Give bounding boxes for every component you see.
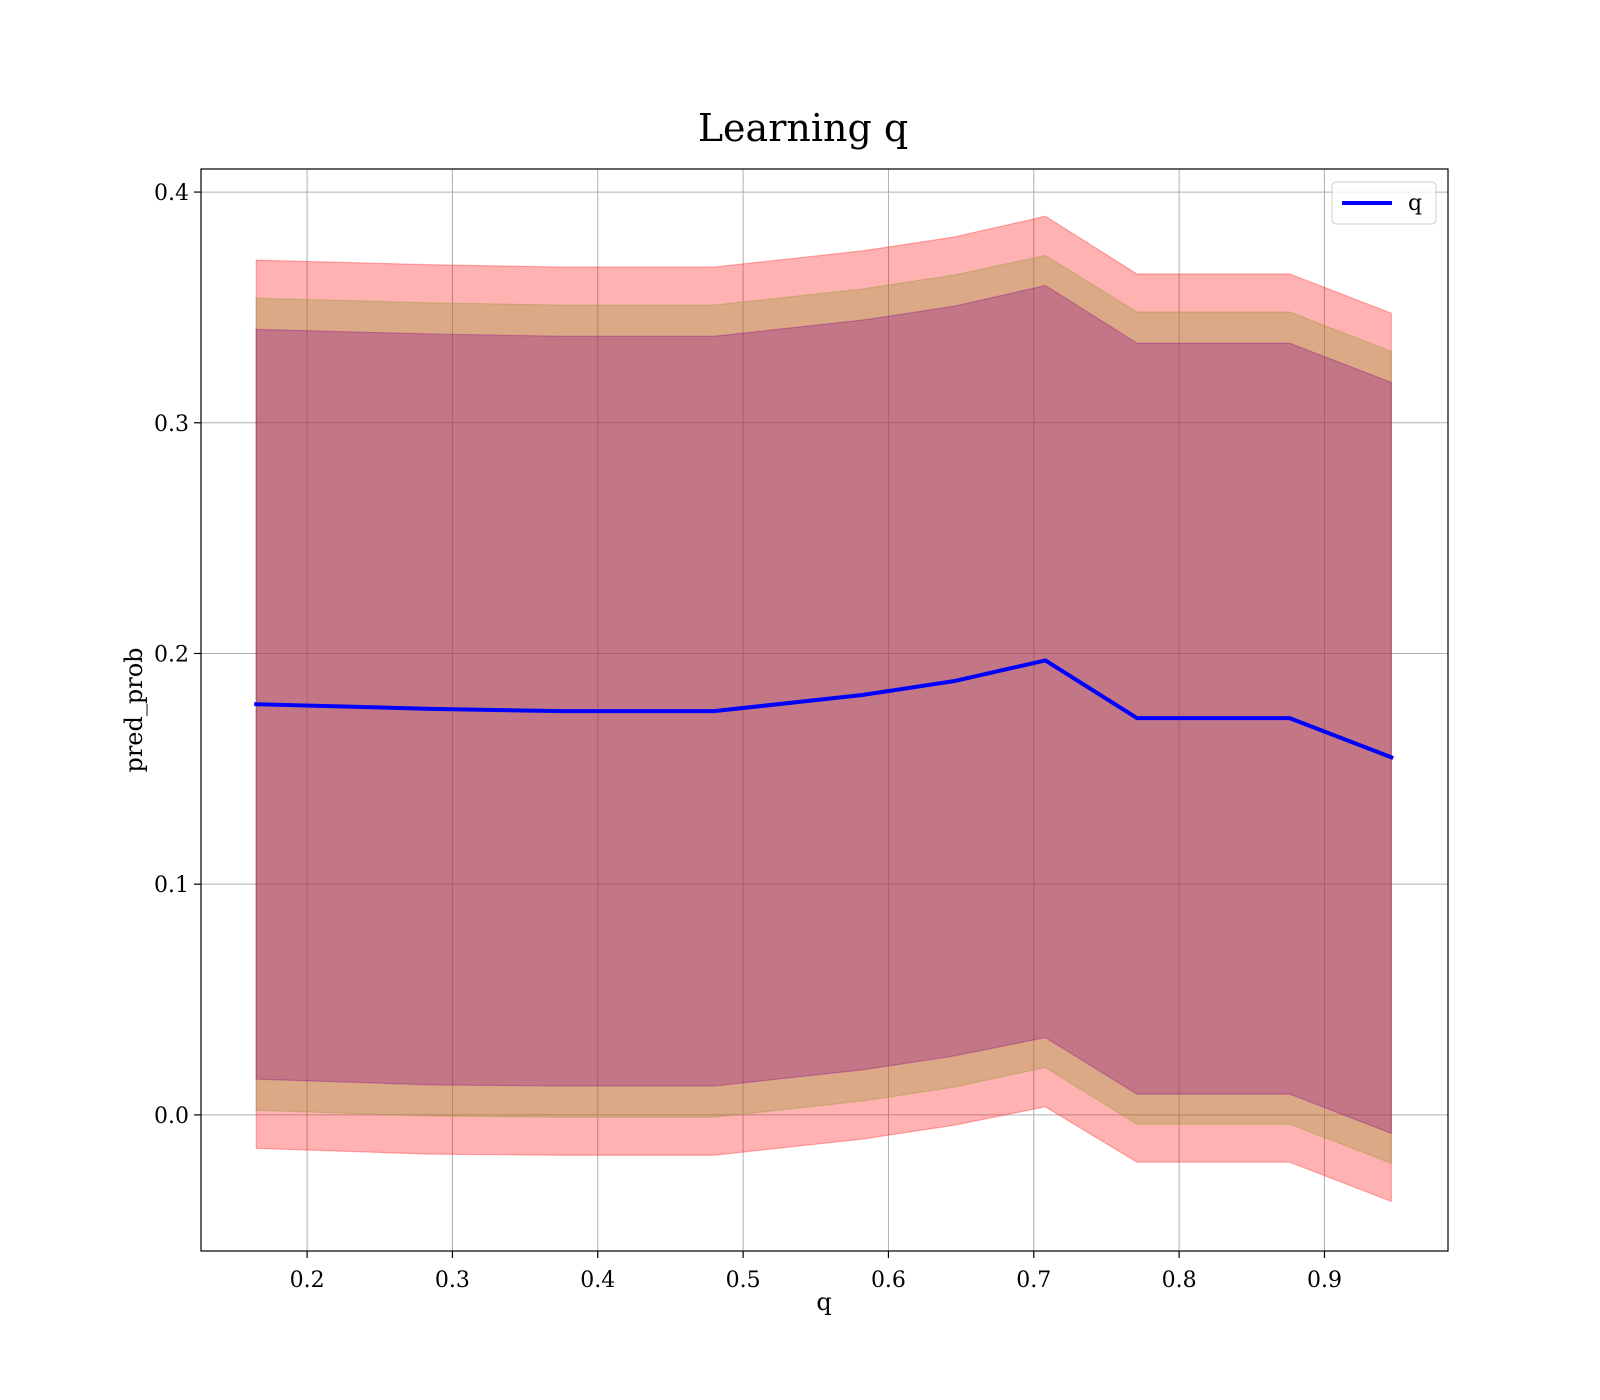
chart-title: Learning q <box>698 106 908 150</box>
grid <box>201 169 1448 1251</box>
y-axis-ticks: 0.0 0.1 0.2 0.3 0.4 <box>154 181 201 1129</box>
y-axis-label: pred_prob <box>120 647 148 772</box>
confidence-band-1 <box>255 215 1392 1203</box>
y-tick-label: 0.4 <box>154 181 189 206</box>
confidence-band-3 <box>255 284 1392 1135</box>
x-axis-ticks: 0.2 0.3 0.4 0.5 0.6 0.7 0.8 0.9 <box>290 1251 1342 1293</box>
x-tick-label: 0.9 <box>1307 1268 1342 1293</box>
y-tick-label: 0.3 <box>154 412 189 437</box>
x-axis-label: q <box>816 1288 831 1316</box>
y-tick-label: 0.1 <box>154 873 189 898</box>
x-tick-label: 0.7 <box>1016 1268 1051 1293</box>
x-tick-label: 0.8 <box>1162 1268 1197 1293</box>
x-tick-label: 0.2 <box>290 1268 325 1293</box>
confidence-bands <box>255 215 1392 1203</box>
legend: q <box>1331 181 1437 225</box>
x-tick-label: 0.4 <box>580 1268 615 1293</box>
x-tick-label: 0.3 <box>435 1268 470 1293</box>
y-tick-label: 0.2 <box>154 642 189 667</box>
x-tick-label: 0.5 <box>726 1268 761 1293</box>
plot-frame <box>200 168 1449 1252</box>
confidence-band-2 <box>255 254 1392 1165</box>
series-line-q <box>254 658 1394 760</box>
x-tick-label: 0.6 <box>871 1268 906 1293</box>
legend-entry-label: q <box>1408 191 1422 216</box>
series-lines <box>254 658 1394 760</box>
y-tick-label: 0.0 <box>154 1104 189 1129</box>
